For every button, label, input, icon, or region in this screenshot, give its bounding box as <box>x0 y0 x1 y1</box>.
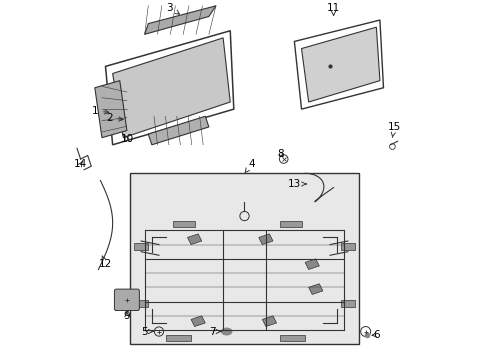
Polygon shape <box>308 284 322 294</box>
Polygon shape <box>191 316 205 327</box>
Text: 5: 5 <box>141 327 153 337</box>
Polygon shape <box>301 27 379 102</box>
Circle shape <box>364 333 369 338</box>
Text: 13: 13 <box>287 179 306 189</box>
FancyBboxPatch shape <box>114 289 139 310</box>
Text: 11: 11 <box>326 3 340 15</box>
Polygon shape <box>280 336 305 341</box>
Text: 12: 12 <box>99 256 112 269</box>
Text: 8: 8 <box>276 149 283 159</box>
Text: 7: 7 <box>209 327 221 337</box>
Polygon shape <box>305 259 319 270</box>
Text: 3: 3 <box>166 3 179 14</box>
Polygon shape <box>187 234 202 244</box>
Polygon shape <box>262 316 276 327</box>
Polygon shape <box>340 300 354 307</box>
Polygon shape <box>134 243 148 250</box>
Ellipse shape <box>221 328 231 335</box>
Text: 2: 2 <box>105 113 123 123</box>
Polygon shape <box>112 38 230 138</box>
FancyBboxPatch shape <box>130 173 358 345</box>
Polygon shape <box>134 300 148 307</box>
Text: 10: 10 <box>120 134 133 144</box>
Polygon shape <box>280 221 301 227</box>
Text: 1: 1 <box>91 106 108 116</box>
Polygon shape <box>258 234 272 244</box>
Polygon shape <box>144 6 216 34</box>
Polygon shape <box>95 81 126 138</box>
Polygon shape <box>148 116 208 145</box>
Text: 9: 9 <box>123 311 130 321</box>
Polygon shape <box>166 336 191 341</box>
Text: 14: 14 <box>74 159 87 170</box>
Text: 15: 15 <box>387 122 400 138</box>
Text: 6: 6 <box>371 330 379 340</box>
Text: 4: 4 <box>244 159 254 172</box>
Polygon shape <box>173 221 194 227</box>
Polygon shape <box>340 243 354 250</box>
